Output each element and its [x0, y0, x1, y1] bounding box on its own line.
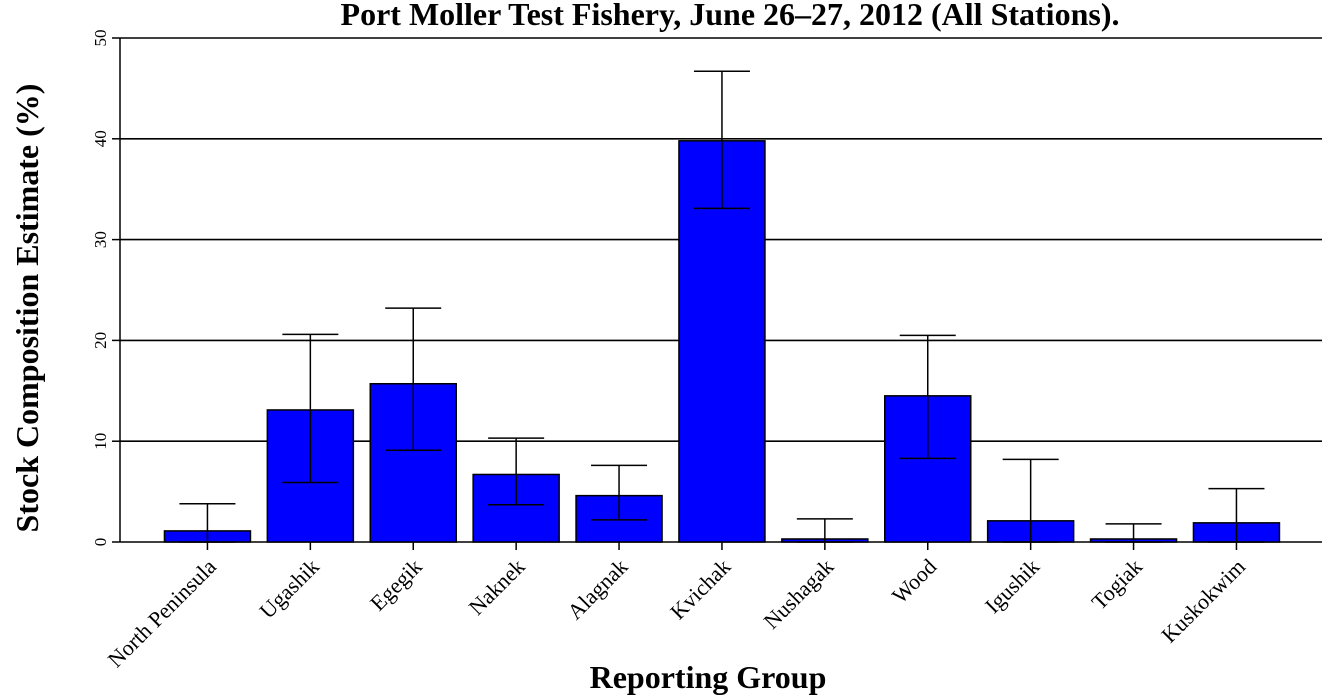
y-tick-label: 30 — [91, 231, 110, 248]
x-tick-label: Ugashik — [254, 554, 324, 624]
y-tick-label: 10 — [91, 433, 110, 450]
error-bars — [179, 70, 1265, 543]
x-tick-label: Igushik — [980, 554, 1044, 618]
y-tick-label: 20 — [91, 332, 110, 349]
x-tick-label: Naknek — [464, 554, 530, 620]
x-axis-label: Reporting Group — [590, 659, 827, 695]
y-axis-label: Stock Composition Estimate (%) — [9, 84, 45, 533]
x-tick-label: Nushagak — [758, 554, 838, 634]
x-tick-label: Wood — [887, 554, 941, 608]
chart-title: Port Moller Test Fishery, June 26–27, 20… — [341, 0, 1120, 32]
x-tick-label: Alagnak — [562, 554, 632, 624]
x-tick-label: Kvichak — [665, 554, 735, 624]
x-tick-label: Egegik — [365, 554, 427, 616]
y-tick-label: 50 — [91, 30, 110, 47]
x-tick-label: Kuskokwim — [1156, 554, 1250, 648]
y-tick-label: 40 — [91, 130, 110, 147]
y-tick-label: 0 — [91, 538, 110, 547]
x-tick-label: Togiak — [1086, 554, 1147, 615]
x-tick-label: North Peninsula — [103, 554, 222, 673]
x-axis: North Peninsula Ugashik Egegik Naknek Alagna… — [103, 542, 1250, 672]
y-axis: 0 10 20 30 40 50 — [91, 30, 121, 547]
